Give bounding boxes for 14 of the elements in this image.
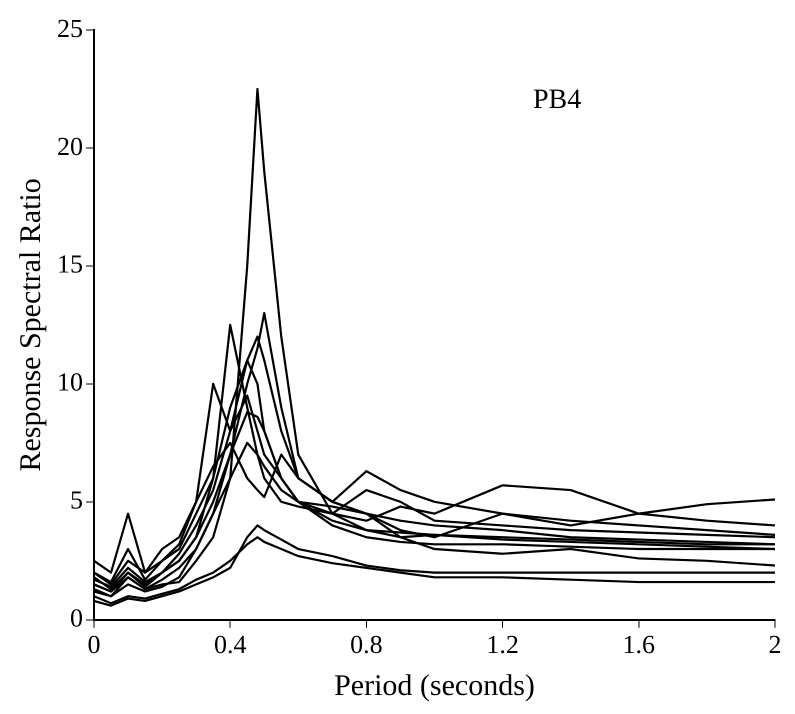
y-tick-label: 15 <box>57 250 83 279</box>
x-tick-label: 1.6 <box>622 630 656 660</box>
y-axis-title: Response Spectral Ratio <box>14 178 47 472</box>
x-axis-title: Period (seconds) <box>334 668 535 702</box>
x-tick-label: 1.2 <box>486 630 519 660</box>
y-tick-label: 5 <box>70 486 83 515</box>
x-tick-label: 0.4 <box>214 630 246 660</box>
y-tick-label: 0 <box>70 604 83 633</box>
x-tick-label: 2 <box>768 630 782 660</box>
x-tick-label: 0.8 <box>350 630 383 660</box>
annotation: PB4 <box>532 84 582 116</box>
y-tick-label: 25 <box>57 14 83 43</box>
y-tick-label: 10 <box>57 368 83 397</box>
y-tick-label: 20 <box>57 132 83 161</box>
